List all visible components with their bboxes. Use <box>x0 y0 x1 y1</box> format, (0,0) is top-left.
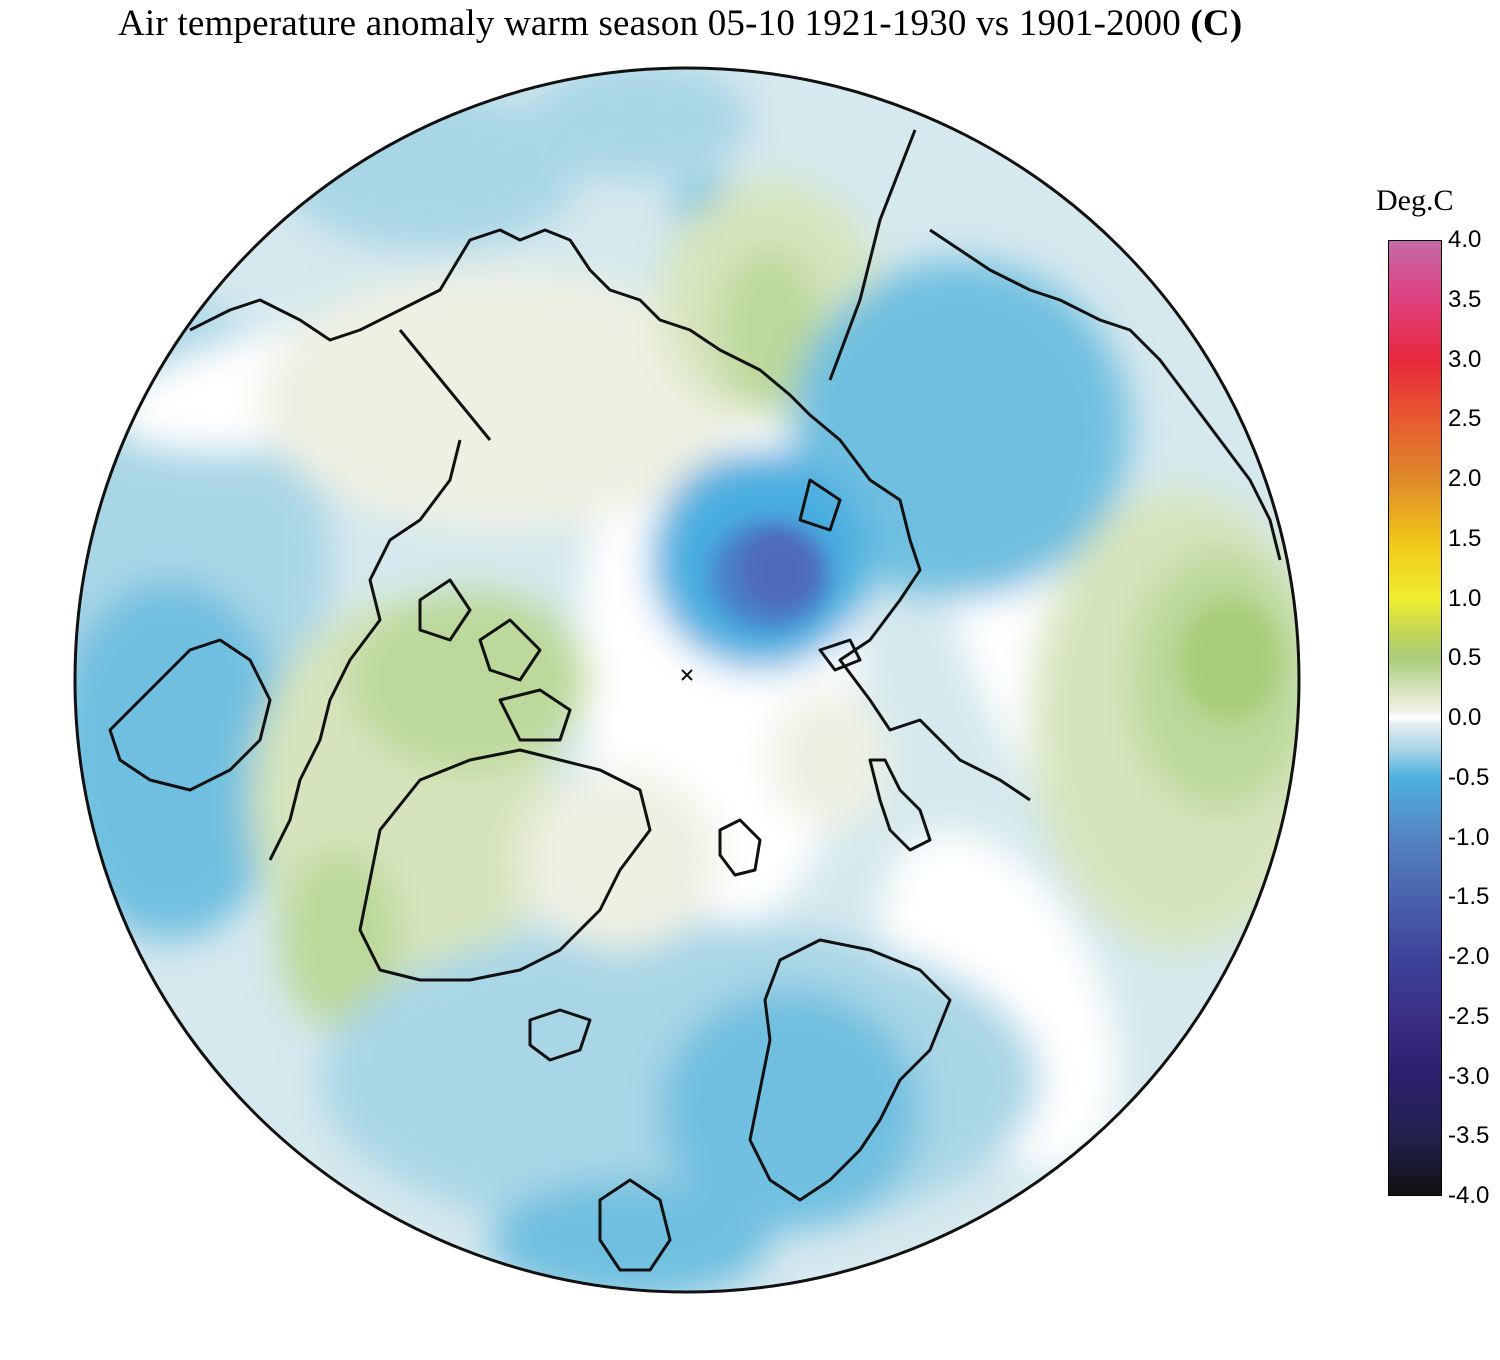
north-pole-marker <box>681 669 693 681</box>
coastlines <box>108 129 1282 1272</box>
island-3 <box>498 688 572 742</box>
field-cores <box>710 520 1280 720</box>
colorbar-tick-label: -3.0 <box>1448 1062 1490 1090</box>
novaya-zemlya <box>868 758 932 852</box>
colorbar-tick-label: -2.5 <box>1448 1002 1490 1030</box>
iceland <box>528 1008 592 1062</box>
baffin-warm <box>280 850 400 1030</box>
coast-siberia <box>929 228 1282 561</box>
archipelago-warm <box>350 590 590 770</box>
colorbar-tick-label: -1.5 <box>1448 883 1490 911</box>
colorbar-tick-label: 2.0 <box>1448 465 1482 492</box>
colorbar-tick-label: 1.0 <box>1448 584 1482 612</box>
chukotka-warm-core <box>720 250 820 410</box>
field-blobs <box>75 68 1299 1292</box>
colorbar-tick-label: 1.5 <box>1448 524 1482 552</box>
colorbar-tick-label: 0.5 <box>1448 644 1482 672</box>
island-2 <box>478 618 542 682</box>
legend-unit-label: Deg.C <box>1376 184 1454 217</box>
colorbar-tick-label: 3.5 <box>1448 285 1482 313</box>
island-novosibirsk <box>798 478 842 532</box>
title-unit: (C) <box>1190 3 1243 44</box>
canada-warm <box>260 270 740 530</box>
coast-canada <box>268 439 462 861</box>
map-boundary <box>73 66 1301 1294</box>
hudson-bay <box>108 638 272 792</box>
map-title: Air temperature anomaly warm season 05-1… <box>118 2 1493 45</box>
scandinavia-cold <box>660 990 920 1230</box>
east-siberia-cold <box>790 260 1130 600</box>
colorbar-tick-label: -0.5 <box>1448 763 1490 791</box>
title-text: Air temperature anomaly warm season 05-1… <box>118 3 1181 44</box>
svalbard <box>718 818 762 877</box>
colorbar-tick-label: -1.0 <box>1448 823 1490 851</box>
kara-warm <box>770 690 890 830</box>
colorbar-tick-label: 2.5 <box>1448 405 1482 433</box>
alaska-cool-zone <box>75 580 290 940</box>
colorbar-tick-label: 0.0 <box>1448 704 1482 731</box>
greenland-east-warm <box>520 770 720 950</box>
island-severnaya <box>818 638 862 672</box>
cold-ring <box>710 520 830 630</box>
colorbar-tick-label: 3.0 <box>1448 345 1482 373</box>
uk-cold <box>490 1180 770 1292</box>
island-1 <box>418 578 472 642</box>
warm-core <box>1180 600 1280 720</box>
british-isles <box>598 1178 672 1272</box>
colorbar-tick-label: -2.0 <box>1448 943 1490 970</box>
border-east <box>828 129 917 381</box>
greenland <box>358 748 652 982</box>
scandinavia <box>748 938 952 1202</box>
pacific-cool-2 <box>530 68 750 180</box>
colorbar-tick-label: 4.0 <box>1448 226 1482 253</box>
border-alaska-canada <box>398 329 492 441</box>
colorbar <box>1388 240 1442 1196</box>
colorbar-tick-label: -3.5 <box>1448 1122 1490 1150</box>
colorbar-tick-label: -4.0 <box>1448 1182 1490 1209</box>
